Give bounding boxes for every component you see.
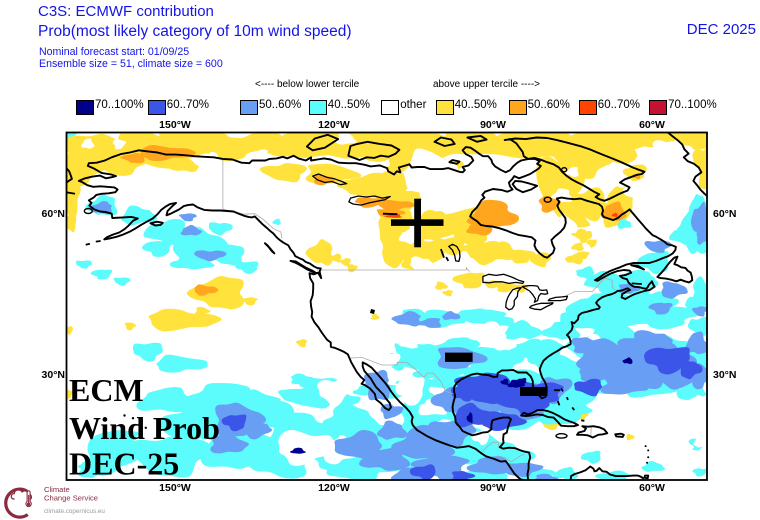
- svg-text:90°W: 90°W: [480, 119, 506, 131]
- svg-text:60°N: 60°N: [42, 208, 65, 220]
- svg-text:150°W: 150°W: [159, 482, 191, 494]
- svg-text:120°W: 120°W: [318, 119, 350, 131]
- svg-text:60°W: 60°W: [639, 482, 665, 494]
- svg-text:60°N: 60°N: [713, 208, 736, 220]
- svg-text:30°N: 30°N: [42, 369, 65, 381]
- svg-text:ECM: ECM: [69, 372, 144, 408]
- svg-text:climate.copernicus.eu: climate.copernicus.eu: [44, 508, 105, 515]
- svg-text:Climate: Climate: [44, 485, 70, 494]
- svg-text:Change Service: Change Service: [44, 494, 98, 503]
- svg-text:DEC-25: DEC-25: [69, 446, 179, 482]
- svg-text:30°N: 30°N: [713, 369, 736, 381]
- svg-text:150°W: 150°W: [159, 119, 191, 131]
- svg-text:90°W: 90°W: [480, 482, 506, 494]
- svg-text:Wind Prob: Wind Prob: [69, 410, 220, 446]
- svg-text:120°W: 120°W: [318, 482, 350, 494]
- svg-text:60°W: 60°W: [639, 119, 665, 131]
